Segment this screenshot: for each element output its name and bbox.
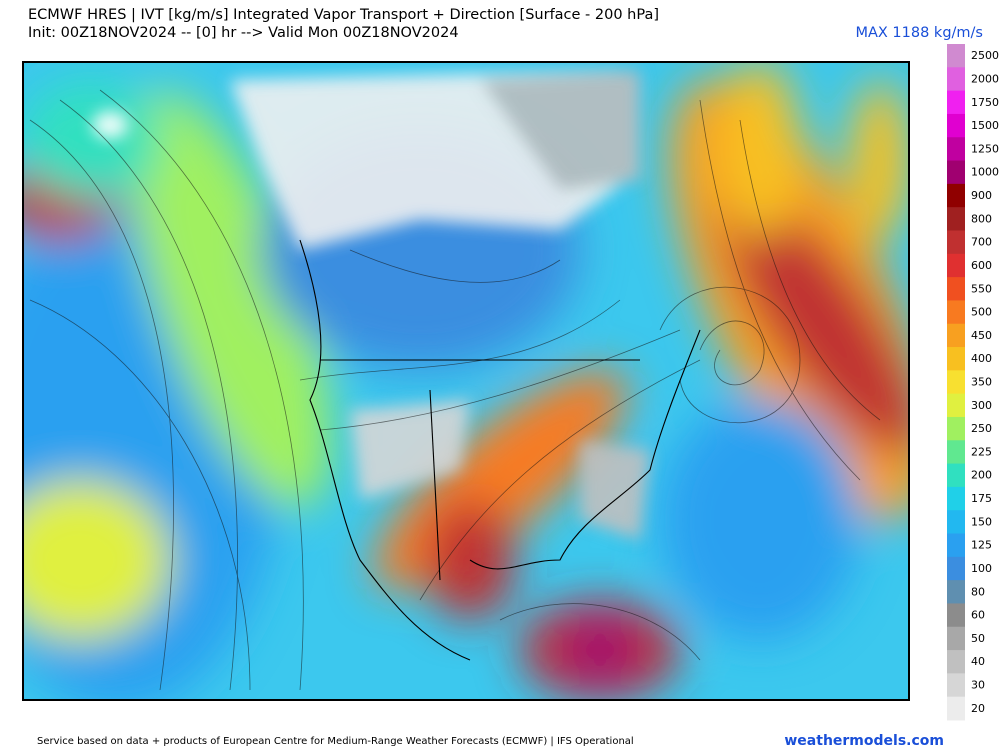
colorbar-label: 1000 (971, 166, 999, 179)
colorbar-label: 300 (971, 399, 992, 412)
credit: Service based on data + products of Euro… (37, 736, 634, 747)
colorbar-swatch (947, 556, 965, 581)
colorbar-swatch (947, 183, 965, 208)
colorbar-swatch (947, 207, 965, 231)
colorbar-label: 175 (971, 492, 992, 505)
colorbar-swatch (947, 67, 965, 92)
colorbar-label: 250 (971, 422, 992, 435)
colorbar-label: 900 (971, 189, 992, 202)
colorbar-swatch (947, 113, 965, 138)
colorbar-swatch (947, 416, 965, 441)
colorbar-swatch (947, 393, 965, 418)
colorbar-label: 1500 (971, 119, 999, 132)
colorbar-label: 50 (971, 632, 985, 645)
colorbar-swatch (947, 533, 965, 558)
colorbar-label: 1250 (971, 142, 999, 155)
max-label: MAX 1188 kg/m/s (855, 25, 983, 41)
colorbar-label: 150 (971, 515, 992, 528)
colorbar-label: 1750 (971, 96, 999, 109)
colorbar-label: 225 (971, 445, 992, 458)
colorbar-label: 550 (971, 282, 992, 295)
colorbar-swatch (947, 603, 965, 628)
colorbar-swatch (947, 673, 965, 698)
subtitle: Init: 00Z18NOV2024 -- [0] hr --> Valid M… (28, 25, 459, 41)
colorbar-label: 700 (971, 236, 992, 249)
title: ECMWF HRES | IVT [kg/m/s] Integrated Vap… (28, 7, 659, 23)
colorbar-label: 2500 (971, 49, 999, 62)
colorbar-label: 500 (971, 306, 992, 319)
colorbar-label: 60 (971, 609, 985, 622)
colorbar-label: 30 (971, 679, 985, 692)
colorbar-swatch (947, 277, 965, 301)
map (23, 62, 909, 700)
colorbar-label: 125 (971, 539, 992, 552)
colorbar-swatch (947, 90, 965, 115)
colorbar-swatch (947, 137, 965, 162)
colorbar-swatch (947, 300, 965, 325)
colorbar-swatch (947, 696, 965, 721)
colorbar-swatch (947, 486, 965, 511)
colorbar-swatch (947, 230, 965, 255)
colorbar-swatch (947, 440, 965, 465)
colorbar-swatch (947, 160, 965, 185)
map-frame (22, 61, 910, 701)
colorbar-label: 400 (971, 352, 992, 365)
colorbar-swatch (947, 580, 965, 604)
colorbar-swatch (947, 626, 965, 651)
colorbar-swatch (947, 650, 965, 674)
colorbar-swatch (947, 463, 965, 488)
site: weathermodels.com (784, 733, 944, 749)
colorbar-label: 100 (971, 562, 992, 575)
colorbar-swatch (947, 323, 965, 348)
colorbar-swatch (947, 44, 965, 68)
colorbar-swatch (947, 510, 965, 535)
colorbar-label: 800 (971, 212, 992, 225)
colorbar-label: 80 (971, 585, 985, 598)
colorbar-label: 2000 (971, 72, 999, 85)
colorbar-label: 20 (971, 702, 985, 715)
colorbar: 2500 2000 1750 1500 1250 1000 900 800 700 600 550 5… (947, 44, 999, 721)
colorbar-swatch (947, 253, 965, 278)
colorbar-label: 40 (971, 655, 985, 668)
colorbar-swatch (947, 370, 965, 395)
colorbar-label: 350 (971, 376, 992, 389)
colorbar-label: 200 (971, 469, 992, 482)
colorbar-label: 450 (971, 329, 992, 342)
colorbar-label: 600 (971, 259, 992, 272)
colorbar-swatch (947, 347, 965, 371)
